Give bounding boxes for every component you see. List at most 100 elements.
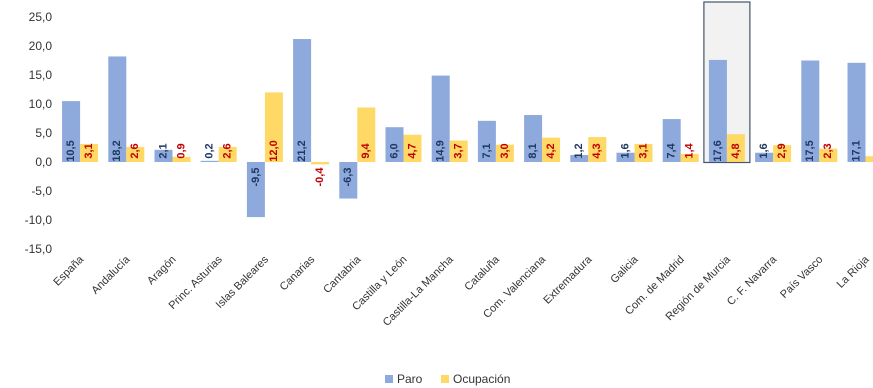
data-label-ocupacion-andalucia: 2,6 <box>129 143 141 158</box>
bar-ocupacion-princ-asturias <box>218 146 237 162</box>
y-tick-label: 10,0 <box>29 97 53 111</box>
bar-ocupacion-andalucia <box>126 146 145 162</box>
data-label-ocupacion-islas-baleares: 12,0 <box>268 140 280 161</box>
data-label-paro-espana: 10,5 <box>65 140 77 161</box>
data-label-ocupacion-c-f-navarra: 2,9 <box>776 143 788 158</box>
bar-ocupacion-galicia <box>634 144 653 162</box>
bar-ocupacion-castilla-la-mancha <box>449 140 468 162</box>
y-tick-label: 20,0 <box>29 39 53 53</box>
data-label-ocupacion-aragon: 0,9 <box>175 143 187 158</box>
category-label-c-f-navarra: C. F. Navarra <box>725 253 780 308</box>
y-tick-label: 5,0 <box>35 126 52 140</box>
category-label-andalucia: Andalucía <box>89 253 133 297</box>
data-label-paro-com-de-madrid: 7,4 <box>666 142 678 158</box>
bar-ocupacion-cataluna <box>495 144 514 162</box>
data-label-paro-cantabria: -6,3 <box>342 168 354 187</box>
legend-label-paro: Paro <box>397 372 423 386</box>
bar-ocupacion-espana <box>80 144 99 162</box>
bar-paro-region-de-murcia <box>708 59 727 162</box>
data-label-paro-pais-vasco: 17,5 <box>804 140 816 161</box>
y-tick-label: -10,0 <box>25 213 53 227</box>
bar-paro-canarias <box>293 39 312 162</box>
data-label-ocupacion-com-de-madrid: 1,4 <box>684 142 696 158</box>
data-label-paro-la-rioja: 17,1 <box>850 140 862 161</box>
bar-paro-pais-vasco <box>801 60 820 162</box>
y-tick-label: 15,0 <box>29 68 53 82</box>
bar-paro-aragon <box>154 149 173 162</box>
data-label-paro-andalucia: 18,2 <box>111 140 123 161</box>
bar-paro-islas-baleares <box>246 162 265 218</box>
data-label-ocupacion-espana: 3,1 <box>83 143 95 158</box>
y-tick-label: 25,0 <box>29 10 53 24</box>
bar-paro-la-rioja <box>847 62 866 162</box>
bar-ocupacion-canarias <box>311 162 330 165</box>
bar-paro-cataluna <box>477 120 496 162</box>
bar-paro-andalucia <box>108 56 127 162</box>
category-label-la-rioja: La Rioja <box>835 253 873 291</box>
y-axis: 25,0 20,0 15,0 10,0 5,0 0,0 -5,0 -10,0 -15,0 <box>25 10 53 256</box>
data-label-paro-com-valenciana: 8,1 <box>527 143 539 158</box>
bar-paro-cantabria <box>339 162 358 199</box>
bar-ocupacion-c-f-navarra <box>773 145 792 162</box>
category-label-extremadura: Extremadura <box>541 253 595 307</box>
bar-paro-c-f-navarra <box>755 152 774 162</box>
data-label-ocupacion-princ-asturias: 2,6 <box>222 143 234 158</box>
y-tick-label: 0,0 <box>35 155 52 169</box>
category-label-canarias: Canarias <box>278 253 318 293</box>
data-labels-layer: 10,5 3,1 18,2 2,6 2,1 0,9 0,2 2,6 -9,5 12,0 21,2 -0… <box>65 140 862 186</box>
data-label-ocupacion-cantabria: 9,4 <box>360 142 372 158</box>
category-label-cantabria: Cantabria <box>321 253 364 296</box>
data-label-ocupacion-com-valenciana: 4,2 <box>545 143 557 158</box>
legend: Paro Ocupación <box>385 372 510 386</box>
data-label-ocupacion-galicia: 3,1 <box>637 143 649 158</box>
bar-paro-com-de-madrid <box>662 119 681 162</box>
category-label-cataluna: Cataluña <box>462 253 502 293</box>
data-label-paro-aragon: 2,1 <box>157 143 169 158</box>
bar-ocupacion-cantabria <box>357 107 376 162</box>
data-label-ocupacion-region-de-murcia: 4,8 <box>730 143 742 158</box>
category-label-galicia: Galicia <box>608 253 641 286</box>
bar-ocupacion-castilla-y-leon <box>403 134 422 162</box>
category-label-aragon: Aragón <box>145 254 179 288</box>
bar-ocupacion-com-de-madrid <box>680 153 699 162</box>
data-label-paro-cataluna: 7,1 <box>481 143 493 158</box>
legend-swatch-ocupacion <box>441 375 449 383</box>
bars-layer <box>62 39 873 218</box>
category-label-pais-vasco: País Vasco <box>778 254 825 301</box>
bar-ocupacion-extremadura <box>588 137 607 162</box>
data-label-paro-c-f-navarra: 1,6 <box>758 143 770 158</box>
bar-ocupacion-region-de-murcia <box>726 134 745 162</box>
legend-swatch-paro <box>385 375 393 383</box>
bar-paro-espana <box>62 101 81 162</box>
bar-ocupacion-la-rioja <box>865 156 873 162</box>
bar-paro-castilla-la-mancha <box>431 75 450 162</box>
category-label-espana: España <box>51 253 86 288</box>
bar-ocupacion-com-valenciana <box>542 137 561 162</box>
data-label-ocupacion-castilla-la-mancha: 3,7 <box>453 143 465 158</box>
data-label-ocupacion-pais-vasco: 2,3 <box>822 143 834 158</box>
data-label-ocupacion-cataluna: 3,0 <box>499 143 511 158</box>
data-label-paro-galicia: 1,6 <box>619 143 631 158</box>
y-tick-label: -15,0 <box>25 242 53 256</box>
bar-paro-com-valenciana <box>524 115 543 162</box>
bar-paro-castilla-y-leon <box>385 127 404 162</box>
data-label-ocupacion-canarias: -0,4 <box>314 167 326 187</box>
bar-ocupacion-pais-vasco <box>819 148 838 162</box>
data-label-paro-region-de-murcia: 17,6 <box>712 140 724 161</box>
data-label-paro-extremadura: 1,2 <box>573 143 585 158</box>
data-label-paro-canarias: 21,2 <box>296 140 308 161</box>
bar-paro-extremadura <box>570 155 589 162</box>
data-label-paro-islas-baleares: -9,5 <box>250 168 262 187</box>
data-label-ocupacion-extremadura: 4,3 <box>591 143 603 158</box>
data-label-paro-castilla-la-mancha: 14,9 <box>435 140 447 161</box>
y-tick-label: -5,0 <box>31 184 52 198</box>
bar-paro-galicia <box>616 152 635 162</box>
data-label-paro-castilla-y-leon: 6,0 <box>388 143 400 158</box>
legend-label-ocupacion: Ocupación <box>453 372 510 386</box>
data-label-ocupacion-castilla-y-leon: 4,7 <box>406 143 418 158</box>
bar-ocupacion-islas-baleares <box>264 92 283 162</box>
data-label-paro-princ-asturias: 0,2 <box>204 143 216 158</box>
bar-ocupacion-aragon <box>172 156 191 162</box>
